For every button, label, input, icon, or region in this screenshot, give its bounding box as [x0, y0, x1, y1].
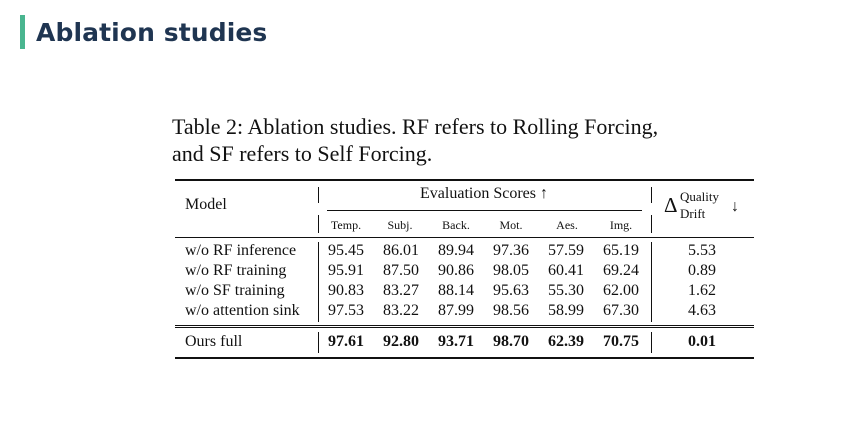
caption-line-2: and SF refers to Self Forcing. — [172, 141, 433, 166]
table-vline — [318, 215, 319, 233]
table-group-rule — [327, 210, 642, 211]
column-header-back: Back. — [442, 218, 470, 232]
table-vline — [651, 332, 652, 353]
drift-cell: 0.01 — [688, 333, 716, 350]
score-cell: 69.24 — [603, 262, 639, 279]
score-cell: 97.36 — [493, 242, 529, 259]
table-header-rule — [175, 237, 754, 238]
column-header-img: Img. — [609, 218, 633, 232]
score-cell: 89.94 — [438, 242, 474, 259]
heading-accent-bar — [20, 15, 25, 49]
row-model-label: w/o RF inference — [185, 242, 297, 259]
column-header-mot: Mot. — [499, 218, 523, 232]
quality-label: Quality — [680, 189, 719, 204]
caption-line-1: Table 2: Ablation studies. RF refers to … — [172, 114, 659, 139]
score-cell: 62.39 — [548, 333, 584, 350]
score-cell: 83.22 — [383, 302, 419, 319]
score-cell: 92.80 — [383, 333, 419, 350]
table-separator-rule-2 — [175, 327, 754, 328]
score-cell: 95.45 — [328, 242, 364, 259]
column-header-subj: Subj. — [387, 218, 413, 232]
drift-cell: 4.63 — [688, 302, 716, 319]
table-vline — [318, 187, 319, 203]
row-model-label: Ours full — [185, 333, 243, 350]
score-cell: 95.63 — [493, 282, 529, 299]
score-cell: 88.14 — [438, 282, 474, 299]
drift-cell: 1.62 — [688, 282, 716, 299]
score-cell: 58.99 — [548, 302, 584, 319]
table-bottom-rule — [175, 357, 754, 359]
score-cell: 98.70 — [493, 333, 529, 350]
score-cell: 90.86 — [438, 262, 474, 279]
score-cell: 98.05 — [493, 262, 529, 279]
score-cell: 97.53 — [328, 302, 364, 319]
delta-symbol: Δ — [664, 193, 678, 217]
table-caption: Table 2: Ablation studies. RF refers to … — [172, 113, 772, 167]
evaluation-scores-header: Evaluation Scores ↑ — [420, 185, 548, 202]
score-cell: 57.59 — [548, 242, 584, 259]
score-cell: 93.71 — [438, 333, 474, 350]
drift-label: Drift — [680, 206, 706, 221]
drift-cell: 0.89 — [688, 262, 716, 279]
score-cell: 60.41 — [548, 262, 584, 279]
score-cell: 97.61 — [328, 333, 364, 350]
score-cell: 65.19 — [603, 242, 639, 259]
score-cell: 90.83 — [328, 282, 364, 299]
score-cell: 70.75 — [603, 333, 639, 350]
slide-heading: Ablation studies — [20, 14, 267, 50]
column-header-temp: Temp. — [330, 218, 362, 232]
slide-title: Ablation studies — [36, 17, 268, 47]
score-cell: 87.99 — [438, 302, 474, 319]
column-header-aes: Aes. — [556, 218, 578, 232]
table-vline — [651, 242, 652, 322]
score-cell: 67.30 — [603, 302, 639, 319]
table-vline — [651, 187, 652, 203]
score-cell: 95.91 — [328, 262, 364, 279]
down-arrow-icon: ↓ — [731, 198, 739, 215]
score-cell: 83.27 — [383, 282, 419, 299]
row-model-label: w/o attention sink — [185, 302, 300, 319]
score-cell: 87.50 — [383, 262, 419, 279]
score-cell: 98.56 — [493, 302, 529, 319]
table-vline — [318, 332, 319, 353]
row-model-label: w/o SF training — [185, 282, 285, 299]
score-cell: 86.01 — [383, 242, 419, 259]
table-vline — [318, 242, 319, 322]
table-separator-rule — [175, 325, 754, 326]
table-top-rule — [175, 179, 754, 181]
model-column-header: Model — [185, 196, 227, 213]
score-cell: 62.00 — [603, 282, 639, 299]
table-vline — [651, 215, 652, 233]
row-model-label: w/o RF training — [185, 262, 287, 279]
score-cell: 55.30 — [548, 282, 584, 299]
drift-cell: 5.53 — [688, 242, 716, 259]
